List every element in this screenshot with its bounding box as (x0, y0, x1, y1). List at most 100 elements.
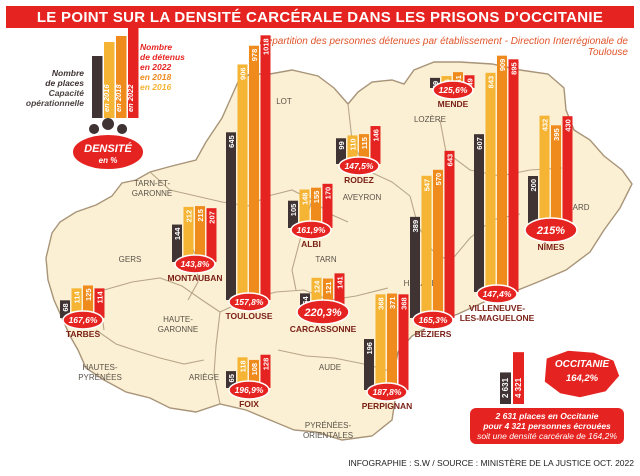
bar-béziers-y2022 (444, 150, 455, 318)
map-label-hautes_pyrenees: PYRÉNÉES (78, 373, 122, 382)
bar-carcassonne-y2022 (334, 273, 345, 310)
density-badge-perpignan (366, 382, 408, 402)
bar-value-toulouse-capacity: 645 (227, 135, 236, 148)
bar-foix-y2018 (249, 359, 259, 388)
bar-value-villeneuve-les-maguelone-y2018: 909 (498, 59, 507, 72)
legend-detainees-label: en 2018 (140, 72, 171, 82)
bar-value-montauban-capacity: 144 (173, 227, 182, 240)
bar-value-rodez-y2022: 146 (372, 129, 381, 142)
density-badge-béziers (412, 310, 454, 330)
bar-value-nîmes-y2022: 430 (564, 119, 573, 132)
bar-value-carcassonne-y2018: 121 (324, 282, 333, 295)
map-label-haute_garonne: HAUTE- (163, 315, 193, 324)
map-label-hautes_pyrenees: HAUTES- (82, 363, 117, 372)
bar-value-béziers-y2018: 570 (434, 173, 443, 186)
bar-carcassonne-y2016 (311, 277, 322, 310)
bar-nîmes-capacity (528, 176, 538, 228)
density-badge-montauban (174, 254, 216, 274)
density-value-toulouse: 157,8% (235, 297, 264, 307)
bar-foix-y2022 (260, 354, 271, 388)
bar-value-montauban-y2022: 207 (208, 211, 217, 224)
legend-bar-y2016 (104, 42, 115, 118)
bar-albi-y2022 (322, 183, 333, 228)
legend-bar-label-2018: en 2018 (114, 84, 123, 112)
bar-value-mende-y2022: 49 (466, 78, 475, 86)
density-value-montauban: 143,8% (181, 259, 210, 269)
city-name-rodez: RODEZ (344, 175, 374, 185)
bar-value-béziers-y2016: 547 (423, 179, 432, 192)
city-name-tarbes: TARBES (66, 329, 101, 339)
city-name-carcassonne: CARCASSONNE (290, 324, 357, 334)
bar-albi-y2018 (311, 187, 321, 228)
people-icon (89, 118, 128, 134)
map-label-pyrenees_orientales: ORIENTALES (303, 431, 353, 440)
bar-value-albi-capacity: 105 (289, 204, 298, 217)
bar-montauban-y2018 (195, 206, 205, 262)
density-value-béziers: 165,3% (419, 315, 448, 325)
map-label-gers: GERS (119, 255, 142, 264)
bar-value-toulouse-y2018: 978 (250, 49, 259, 62)
bar-value-tarbes-y2022: 114 (96, 291, 105, 304)
density-badge-carcassonne (296, 299, 350, 325)
density-badge-nîmes (524, 217, 578, 243)
bar-montauban-capacity (172, 224, 182, 262)
total-density: 164,2% (566, 373, 599, 384)
bar-béziers-capacity (410, 216, 420, 318)
density-badge-mende (432, 80, 474, 100)
legend-detainees-label: Nombre (140, 42, 172, 52)
bar-value-rodez-y2016: 110 (349, 138, 358, 150)
legend-bar-y2022 (128, 26, 139, 118)
bar-perpignan-y2018 (387, 293, 397, 390)
bar-value-villeneuve-les-maguelone-capacity: 607 (475, 137, 484, 150)
bar-value-mende-y2018: 61 (454, 75, 463, 83)
bar-value-montauban-y2018: 215 (196, 209, 205, 222)
bar-value-albi-y2016: 148 (301, 193, 310, 206)
legend-bar-label-2022: en 2022 (126, 84, 135, 112)
total-value-capacity: 2 631 (501, 377, 510, 398)
density-value-perpignan: 187,8% (373, 387, 402, 397)
city-name-toulouse: TOULOUSE (225, 311, 272, 321)
bar-toulouse-capacity (226, 132, 236, 300)
bar-toulouse-y2016 (237, 64, 248, 300)
map-label-lot: LOT (276, 97, 292, 106)
bar-toulouse-y2018 (249, 45, 259, 300)
bar-value-perpignan-y2016: 368 (377, 297, 386, 310)
bar-value-nîmes-y2018: 395 (552, 128, 561, 141)
legend-bar-capacity (92, 56, 103, 118)
density-badge-tarbes (62, 310, 104, 330)
bar-value-carcassonne-y2016: 124 (313, 280, 322, 293)
bar-value-albi-y2018: 155 (312, 191, 321, 204)
bar-tarbes-y2016 (71, 288, 82, 318)
bar-value-tarbes-y2018: 125 (84, 289, 93, 302)
bar-value-rodez-y2018: 115 (360, 137, 369, 149)
density-value-villeneuve-les-maguelone: 147,4% (483, 289, 512, 299)
summary-box (470, 408, 624, 444)
bar-perpignan-capacity (364, 339, 374, 390)
density-badge-rodez (338, 156, 380, 176)
bar-mende-y2018 (453, 72, 463, 88)
density-badge-toulouse (228, 292, 270, 312)
bar-nîmes-y2018 (551, 125, 561, 228)
bar-value-toulouse-y2016: 906 (239, 67, 248, 80)
map-label-gard: GARD (566, 203, 589, 212)
bar-carcassonne-y2018 (323, 278, 333, 310)
density-value-carcassonne: 220,3% (303, 307, 342, 319)
bar-value-toulouse-y2022: 1018 (262, 38, 271, 55)
bar-value-foix-y2016: 118 (239, 360, 248, 372)
summary-line-1: 2 631 places en Occitanie (494, 411, 598, 421)
summary-line-2: pour 4 321 personnes écrouées (482, 421, 611, 431)
bar-villeneuve-les-maguelone-y2018 (497, 55, 507, 292)
city-name-montauban: MONTAUBAN (167, 273, 222, 283)
bar-rodez-y2016 (347, 135, 358, 164)
total-value-detainees: 4 321 (514, 377, 523, 398)
bar-value-tarbes-capacity: 68 (61, 303, 70, 311)
legend-capacity-label: de places (45, 78, 84, 88)
city-name-béziers: BÉZIERS (415, 329, 452, 339)
bar-value-foix-capacity: 65 (227, 374, 236, 382)
total-bar-detainees-2022 (513, 352, 524, 404)
map-label-ariege: ARIÈGE (189, 373, 219, 382)
bar-value-foix-y2022: 128 (262, 358, 271, 371)
bar-villeneuve-les-maguelone-capacity (474, 134, 484, 292)
density-value-rodez: 147,5% (345, 161, 374, 171)
